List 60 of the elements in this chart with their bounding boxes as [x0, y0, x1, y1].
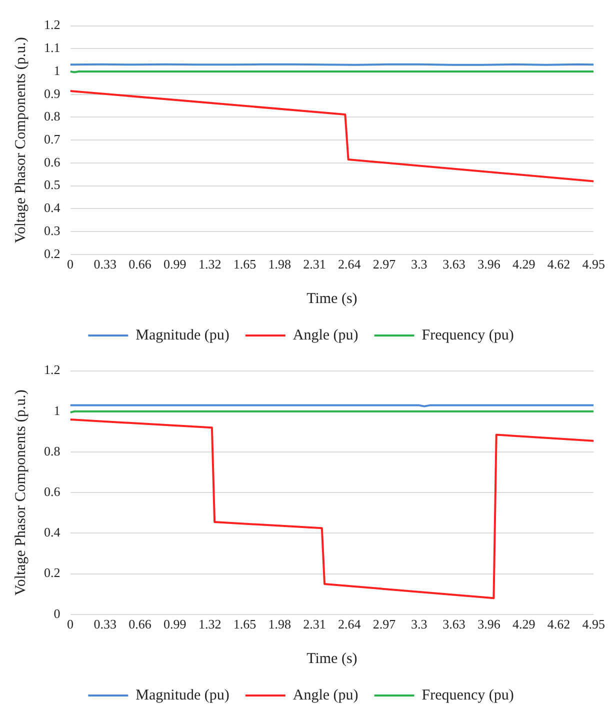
x-tick-label: 4.62: [547, 616, 570, 632]
x-axis-title: Time (s): [306, 290, 358, 307]
x-tick-label: 2.64: [338, 256, 362, 272]
x-tick-label: 4.29: [512, 616, 536, 632]
y-tick-label: 0.2: [44, 565, 60, 580]
x-tick-label: 0: [67, 256, 74, 272]
x-tick-label: 0.99: [164, 256, 186, 272]
x-tick-label: 4.29: [512, 256, 536, 272]
x-tick-label: 3.3: [411, 616, 428, 632]
x-tick-label: 1.98: [268, 616, 291, 632]
x-tick-label: 4.62: [547, 256, 570, 272]
x-tick-label: 3.63: [442, 256, 466, 272]
y-tick-label: 1.2: [44, 362, 60, 378]
x-tick-label: 2.97: [372, 616, 396, 632]
y-tick-label: 0.6: [44, 154, 61, 170]
x-tick-label: 2.31: [303, 616, 326, 632]
y-tick-label: 1.1: [44, 40, 60, 56]
x-tick-label: 4.95: [582, 616, 605, 632]
x-tick-label: 3.96: [478, 256, 501, 272]
y-tick-label: 1: [54, 402, 60, 418]
y-tick-label: 1.2: [44, 17, 60, 32]
x-tick-label: 0: [67, 616, 74, 632]
x-tick-label: 1.65: [233, 256, 256, 272]
legend-label: Magnitude (pu): [136, 327, 230, 344]
y-tick-label: 0.4: [44, 200, 61, 216]
legend-label: Angle (pu): [292, 327, 358, 344]
x-tick-label: 2.64: [338, 616, 362, 632]
x-tick-label: 0.66: [128, 616, 152, 632]
legend-label: Frequency (pu): [422, 687, 514, 704]
x-tick-label: 0.33: [94, 616, 117, 632]
x-tick-label: 1.32: [198, 616, 222, 632]
x-tick-label: 0.33: [94, 256, 117, 272]
y-tick-label: 0.7: [44, 132, 61, 147]
x-tick-label: 4.95: [582, 256, 605, 272]
x-axis-title: Time (s): [306, 650, 358, 667]
y-tick-label: 1: [54, 62, 60, 78]
y-tick-label: 0: [54, 606, 60, 621]
y-axis-title: Voltage Phasor Components (p.u.): [12, 390, 29, 596]
x-tick-label: 1.65: [233, 616, 256, 632]
y-tick-label: 0.6: [44, 484, 61, 500]
x-tick-label: 0.66: [128, 256, 152, 272]
y-tick-label: 0.8: [44, 443, 60, 458]
legend-label: Magnitude (pu): [136, 687, 230, 704]
y-tick-label: 0.4: [44, 524, 61, 540]
x-tick-label: 1.98: [268, 256, 291, 272]
y-tick-label: 0.9: [44, 86, 60, 101]
y-tick-label: 0.2: [44, 246, 60, 261]
x-tick-label: 3.96: [478, 616, 501, 632]
x-tick-label: 2.97: [372, 256, 396, 272]
y-tick-label: 0.8: [44, 108, 60, 124]
y-axis-title: Voltage Phasor Components (p.u.): [12, 37, 29, 244]
x-tick-label: 3.63: [442, 616, 466, 632]
y-tick-label: 0.3: [44, 222, 60, 238]
y-tick-label: 0.5: [44, 177, 60, 192]
legend-label: Angle (pu): [292, 687, 358, 704]
x-tick-label: 2.31: [303, 256, 326, 272]
legend-label: Frequency (pu): [422, 327, 514, 344]
x-tick-label: 3.3: [411, 256, 428, 272]
x-tick-label: 1.32: [198, 256, 222, 272]
x-tick-label: 0.99: [164, 616, 186, 632]
